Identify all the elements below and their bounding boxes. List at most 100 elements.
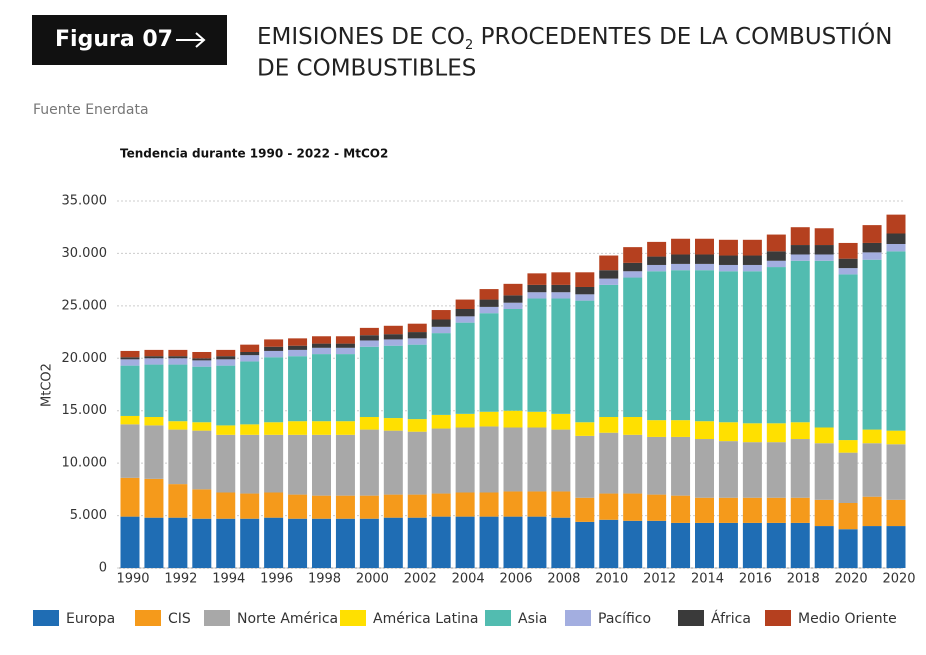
bar-segment (623, 520, 643, 568)
bar-segment (718, 422, 738, 442)
legend-swatch (678, 610, 704, 626)
x-tick-label: 2002 (404, 572, 437, 587)
bar-segment (288, 518, 308, 568)
bar-segment (766, 260, 786, 268)
bar-segment (790, 522, 810, 568)
bar-segment (359, 346, 379, 418)
bar-segment (407, 419, 427, 432)
bar-segment (407, 323, 427, 333)
x-tick-label: 2012 (643, 572, 676, 587)
bar-segment (742, 442, 762, 498)
bar-segment (814, 245, 834, 255)
bar-segment (838, 274, 858, 441)
title-subscript: 2 (465, 38, 473, 53)
bar-segment (479, 299, 499, 307)
bar-segment (335, 343, 355, 348)
legend-label: Europa (66, 611, 115, 627)
bar-segment (695, 263, 714, 271)
bar-segment (407, 332, 427, 339)
bar-segment (599, 278, 619, 285)
bar-segment (455, 492, 475, 517)
y-tick-label: 20.000 (62, 351, 108, 366)
bar-segment (718, 441, 738, 498)
bar-segment (312, 336, 331, 344)
bar-segment (312, 343, 331, 348)
bar-segment (216, 359, 236, 366)
bar-segment (407, 431, 427, 495)
bar-segment (335, 336, 355, 344)
bar-segment (264, 350, 284, 358)
x-tick-label: 2016 (739, 572, 772, 587)
x-tick-label: 1996 (260, 572, 293, 587)
legend-label: Medio Oriente (798, 611, 897, 627)
bar-segment (479, 426, 499, 493)
bar-segment (383, 418, 403, 431)
bar-segment (575, 521, 595, 568)
bar-segment (192, 489, 212, 519)
bar-segment (431, 428, 451, 494)
bar-segment (766, 522, 786, 568)
bar-segment (647, 256, 667, 265)
bar-segment (192, 430, 212, 490)
bar-segment (838, 440, 858, 453)
bar-segment (359, 429, 379, 496)
bar-segment (264, 517, 284, 568)
x-tick-label: 2010 (595, 572, 628, 587)
bar-segment (527, 427, 547, 492)
bar-segment (527, 491, 547, 517)
bar-segment (671, 436, 691, 496)
bar-segment (886, 243, 906, 252)
bar-segment (814, 260, 834, 428)
bar-segment (647, 420, 667, 437)
bar-segment (695, 439, 714, 498)
x-tick-label: 2014 (691, 572, 724, 587)
bar-segment (742, 497, 762, 523)
bar-segment (192, 422, 212, 431)
bar-segment (862, 429, 882, 444)
bar-segment (192, 360, 212, 367)
bar-segment (575, 294, 595, 301)
bar-segment (551, 284, 571, 293)
bar-segment (168, 484, 188, 518)
bar-segment (120, 350, 140, 358)
legend-swatch (765, 610, 791, 626)
bar-segment (886, 430, 906, 445)
bar-segment (718, 497, 738, 523)
bar-segment (168, 358, 188, 365)
bar-segment (623, 271, 643, 278)
source: Fuente Enerdata (33, 102, 149, 118)
bar-segment (168, 429, 188, 485)
bar-segment (862, 526, 882, 568)
bar-segment (383, 339, 403, 346)
bar-segment (503, 309, 523, 411)
bar-segment (288, 338, 308, 346)
x-tick-label: 1998 (308, 572, 341, 587)
arrow-icon (176, 32, 206, 48)
bar-segment (335, 421, 355, 435)
title-part: EMISIONES DE CO (257, 24, 465, 50)
bar-segment (503, 302, 523, 310)
bar-segment (216, 349, 236, 357)
bar-segment (742, 264, 762, 272)
bar-segment (886, 233, 906, 244)
bar-segment (838, 242, 858, 259)
title-line-1: EMISIONES DE CO2 PROCEDENTES DE LA COMBU… (257, 22, 892, 53)
bar-segment (766, 423, 786, 443)
bar-segment (264, 339, 284, 347)
bar-segment (862, 252, 882, 260)
y-tick-label: 10.000 (62, 456, 108, 471)
legend-label: África (711, 610, 751, 627)
x-tick-label: 2006 (499, 572, 532, 587)
bar-segment (695, 497, 714, 523)
bar-segment (407, 517, 427, 568)
bar-segment (479, 411, 499, 427)
bar-segment (623, 434, 643, 494)
bar-segment (359, 518, 379, 568)
bar-segment (742, 522, 762, 568)
bar-segment (599, 432, 619, 494)
figure-label: Figura 07 (55, 27, 173, 52)
bar-segment (527, 516, 547, 568)
bar-segment (790, 422, 810, 440)
bar-segment (766, 267, 786, 424)
